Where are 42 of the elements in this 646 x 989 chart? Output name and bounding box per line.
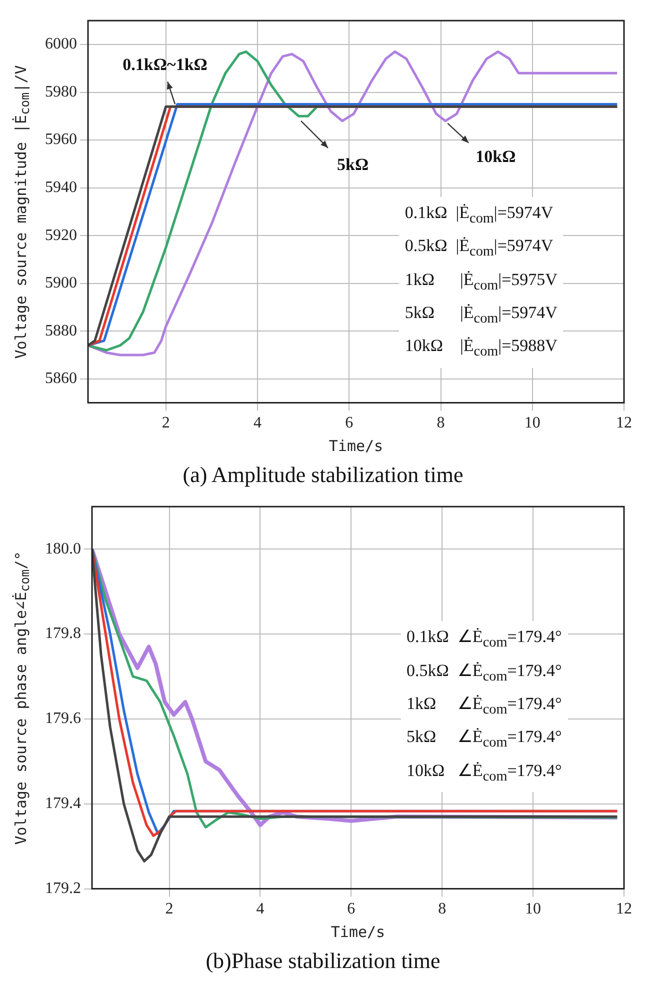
y-tick-label: 5860 [45,370,77,388]
y-tick-label: 6000 [45,36,77,53]
annotation: 0.5kΩ ∠Ė$_{com}$=179.4° [406,660,562,686]
y-tick-label: 179.4 [45,795,81,812]
x-tick-label: 6 [345,414,354,432]
y-tick-label: 5900 [45,274,77,292]
y-tick-label: 179.2 [45,880,81,898]
annotation: 0.1kΩ ∠Ė$_{com}$=179.4° [406,626,562,653]
x-tick-label: 6 [347,900,356,918]
x-axis-title: Time/s [330,922,386,941]
y-tick-label: 5980 [45,83,77,100]
text: (a) Amplitude stabilization time [182,462,464,488]
y-tick-label: 5920 [45,226,77,244]
annotation: 1kΩ |Ė$_{com}$|=5975V [404,268,558,296]
x-tick-label: 10 [525,900,542,918]
x-tick-label: 12 [616,900,632,918]
annotation: 10kΩ ∠Ė$_{com}$=179.4° [406,760,562,786]
annotation: 10kΩ [476,147,516,166]
annotation: 5kΩ ∠Ė$_{com}$=179.4° [406,726,562,753]
y-tick-label: 180.0 [45,540,81,558]
x-tick-label: 12 [616,414,632,432]
x-axis-title: Time/s [328,436,384,455]
x-tick-label: 10 [524,414,540,432]
x-tick-label: 4 [256,900,264,918]
y-tick-label: 5960 [45,131,77,148]
y-tick-label: 5940 [45,179,77,196]
annotation: 0.5kΩ |Ė$_{com}$|=5974V [404,235,554,262]
x-tick-label: 8 [436,414,445,432]
x-tick-label: 2 [162,414,170,432]
text: (b)Phase stabilization time [204,948,442,974]
annotation: 10kΩ |Ė$_{com}$|=5988V [404,335,558,362]
y-tick-label: 179.8 [45,625,81,642]
annotation: 5kΩ [337,154,369,174]
annotation: 1kΩ ∠Ė$_{com}$=179.4° [406,693,562,720]
annotation: 5kΩ |Ė$_{com}$|=5974V [404,302,558,328]
x-tick-label: 4 [254,414,262,432]
y-tick-label: 5880 [45,322,77,340]
annotation: 0.1kΩ |Ė$_{com}$|=5974V [404,202,554,228]
x-tick-label: 8 [438,900,446,918]
x-tick-label: 2 [165,900,174,918]
y-tick-label: 179.6 [45,710,81,728]
annotation: 0.1kΩ~1kΩ [122,55,208,74]
